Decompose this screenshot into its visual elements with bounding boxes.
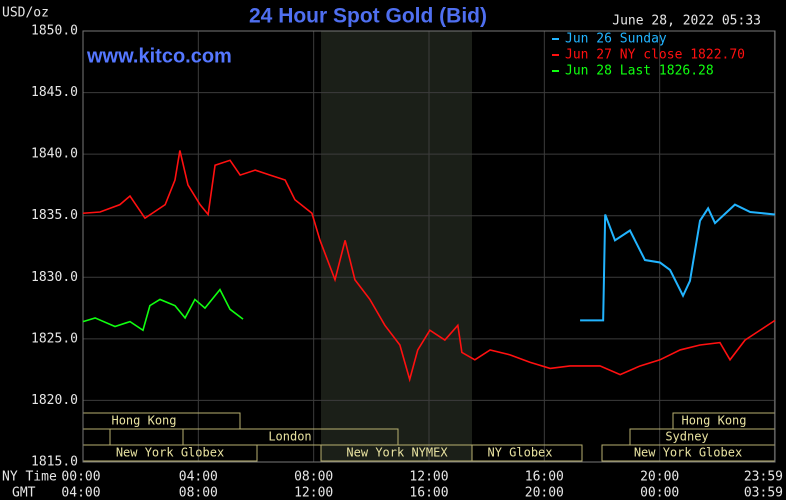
session-label: New York Globex [634, 446, 742, 460]
x-tick-label: 23:59 [744, 470, 783, 485]
x2-tick-label: 16:00 [409, 486, 448, 500]
x2-tick-label: 08:00 [179, 486, 218, 500]
y-tick-label: 1845.0 [31, 85, 78, 100]
session-label: NY Globex [487, 446, 552, 460]
x2-tick-label: 12:00 [294, 486, 333, 500]
legend-label: Jun 27 NY close 1822.70 [565, 48, 745, 63]
chart-title: 24 Hour Spot Gold (Bid) [249, 5, 487, 28]
y-tick-label: 1820.0 [31, 393, 78, 408]
session-label: Hong Kong [681, 414, 746, 428]
x-tick-label: 08:00 [294, 470, 333, 485]
session-label: Hong Kong [111, 414, 176, 428]
session-box [471, 444, 583, 462]
price-line [82, 150, 776, 383]
x-tick-label: 12:00 [409, 470, 448, 485]
y-tick-label: 1840.0 [31, 147, 78, 162]
price-line [580, 203, 776, 322]
x-tick-label: 20:00 [640, 470, 679, 485]
session-label: New York NYMEX [346, 446, 448, 460]
x2-axis-label: GMT [12, 486, 36, 500]
lines [82, 150, 776, 383]
plot-frame [82, 30, 776, 463]
watermark: www.kitco.com [86, 45, 232, 67]
y-tick-label: 1835.0 [31, 208, 78, 223]
x2-tick-label: 00:00 [640, 486, 679, 500]
y-axis-label: USD/oz [2, 6, 49, 21]
session-box [182, 428, 399, 446]
x-tick-label: 16:00 [525, 470, 564, 485]
y-tick-label: 1825.0 [31, 331, 78, 346]
y-tick-label: 1815.0 [31, 455, 78, 470]
x2-tick-label: 20:00 [525, 486, 564, 500]
legend-label: Jun 28 Last 1826.28 [565, 64, 714, 79]
x-tick-label: 00:00 [61, 470, 100, 485]
session-label: London [268, 430, 311, 444]
x2-tick-label: 03:59 [744, 486, 783, 500]
y-tick-label: 1830.0 [31, 270, 78, 285]
session-label: Sydney [665, 430, 708, 444]
session-label: New York Globex [116, 446, 224, 460]
x2-tick-label: 04:00 [61, 486, 100, 500]
y-tick-label: 1850.0 [31, 24, 78, 39]
price-line [82, 288, 244, 332]
x-tick-label: 04:00 [179, 470, 218, 485]
x-axis-label: NY Time [2, 470, 57, 485]
legend-label: Jun 26 Sunday [565, 32, 667, 47]
timestamp: June 28, 2022 05:33 [612, 14, 761, 29]
